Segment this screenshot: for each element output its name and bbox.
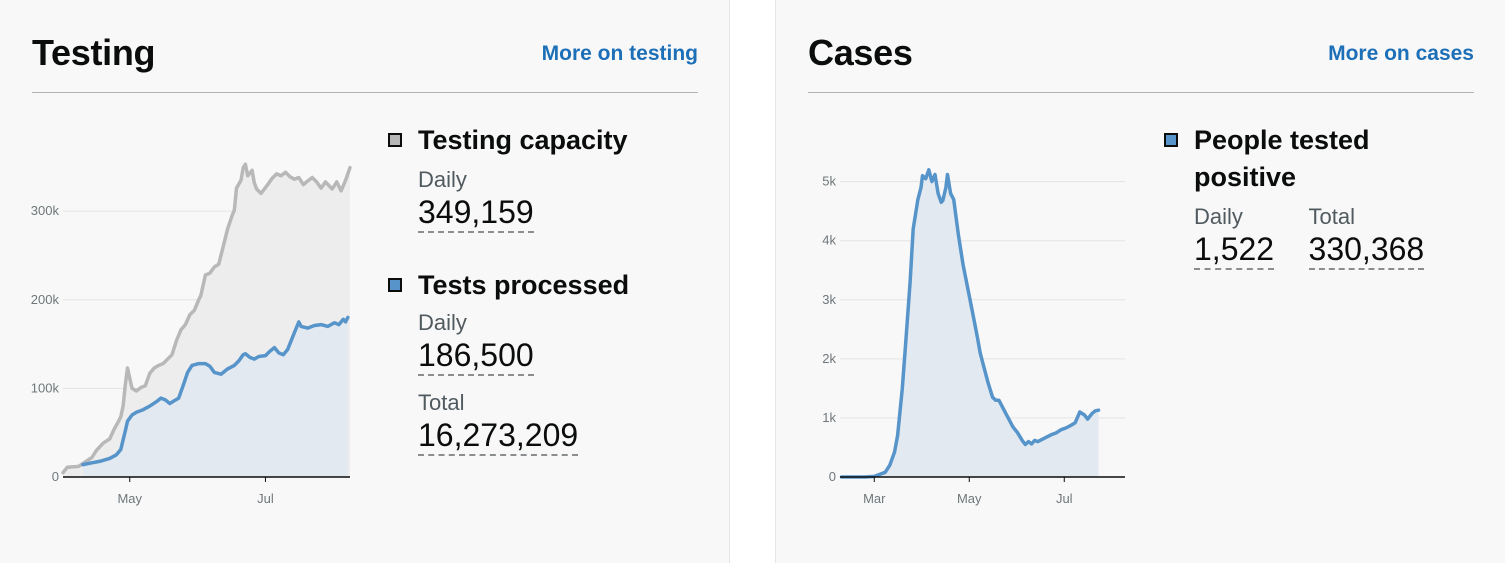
legend-head-people-tested-positive: People tested positive [1164, 122, 1484, 196]
testing-capacity-daily-metric: Daily 349,159 [418, 167, 534, 233]
testing-chart-series-line-1 [81, 315, 350, 467]
tests-processed-metrics: Daily 186,500 Total 16,273,209 [418, 310, 708, 456]
testing-chart-series-area-1 [83, 317, 348, 477]
tests-processed-total-label: Total [418, 390, 465, 415]
testing-capacity-metrics: Daily 349,159 [418, 167, 708, 233]
cases-chart-y-tick-label: 4k [822, 233, 836, 248]
testing-chart-series-line-0 [61, 162, 352, 475]
testing-capacity-swatch [388, 133, 402, 147]
legend-item-tests-processed: Tests processed Daily 186,500 Total 16,2… [388, 267, 708, 456]
cases-chart-y-tick-label: 2k [822, 351, 836, 366]
people-tested-positive-swatch [1164, 133, 1178, 147]
testing-chart-x-tick-label: Jul [257, 491, 274, 506]
cases-card: Cases More on cases 0 1k 2k 3k 4k 5k Mar May Jul… [775, 0, 1505, 563]
testing-chart: 0 100k 200k 300k May Jul [31, 162, 352, 506]
testing-capacity-daily-value[interactable]: 349,159 [418, 193, 534, 233]
more-on-testing-link[interactable]: More on testing [541, 42, 698, 65]
tests-processed-daily-label: Daily [418, 310, 467, 335]
cases-chart-series-area-0 [841, 169, 1099, 478]
tests-processed-swatch [388, 278, 402, 292]
cases-total-value[interactable]: 330,368 [1308, 230, 1425, 270]
legend-head-testing-capacity: Testing capacity [388, 122, 708, 159]
cases-card-header: Cases More on cases [808, 30, 1474, 93]
tests-processed-total-metric: Total 16,273,209 [418, 390, 579, 456]
testing-chart-y-tick-label: 300k [31, 203, 60, 218]
tests-processed-total-value[interactable]: 16,273,209 [418, 416, 579, 456]
cases-total-metric: Total 330,368 [1308, 204, 1425, 270]
cases-total-label: Total [1308, 204, 1356, 229]
cases-legend: People tested positive Daily 1,522 Total… [1164, 122, 1484, 270]
testing-card-title: Testing [32, 32, 156, 73]
people-tested-positive-label-line-2: positive [1194, 162, 1297, 192]
tests-processed-label: Tests processed [418, 270, 630, 300]
cases-chart-x-tick-label: Jul [1056, 491, 1073, 506]
cases-chart-y-tick-label: 5k [822, 174, 836, 189]
cases-chart-y-tick-label: 1k [822, 410, 836, 425]
tests-processed-daily-metric: Daily 186,500 [418, 310, 534, 376]
testing-legend: Testing capacity Daily 349,159 Tests pro… [388, 122, 708, 456]
more-on-cases-link[interactable]: More on cases [1328, 42, 1474, 65]
legend-item-people-tested-positive: People tested positive Daily 1,522 Total… [1164, 122, 1484, 270]
people-tested-positive-label-line-1: People tested [1194, 125, 1370, 155]
cases-chart-x-tick-label: Mar [863, 491, 886, 506]
cases-daily-value[interactable]: 1,522 [1194, 230, 1275, 270]
cases-daily-metric: Daily 1,522 [1194, 204, 1275, 270]
testing-card-header: Testing More on testing [32, 30, 698, 93]
cases-card-title: Cases [808, 32, 913, 73]
testing-card: Testing More on testing 0 100k 200k 300k May… [0, 0, 730, 563]
tests-processed-daily-value[interactable]: 186,500 [418, 336, 534, 376]
testing-chart-y-tick-label: 200k [31, 292, 60, 307]
legend-head-tests-processed: Tests processed [388, 267, 708, 304]
cases-chart: 0 1k 2k 3k 4k 5k Mar May Jul [822, 168, 1125, 506]
cases-chart-series-line-0 [839, 168, 1101, 479]
testing-chart-y-tick-label: 0 [52, 469, 59, 484]
testing-capacity-label: Testing capacity [418, 125, 628, 155]
testing-chart-y-tick-label: 100k [31, 380, 60, 395]
testing-chart-x-tick-label: May [117, 491, 142, 506]
cases-chart-x-tick-label: May [957, 491, 982, 506]
people-tested-positive-metrics: Daily 1,522 Total 330,368 [1194, 204, 1484, 270]
cases-daily-label: Daily [1194, 204, 1243, 229]
cases-chart-y-tick-label: 3k [822, 292, 836, 307]
testing-capacity-daily-label: Daily [418, 167, 467, 192]
cases-chart-y-tick-label: 0 [829, 469, 836, 484]
legend-item-testing-capacity: Testing capacity Daily 349,159 [388, 122, 708, 233]
